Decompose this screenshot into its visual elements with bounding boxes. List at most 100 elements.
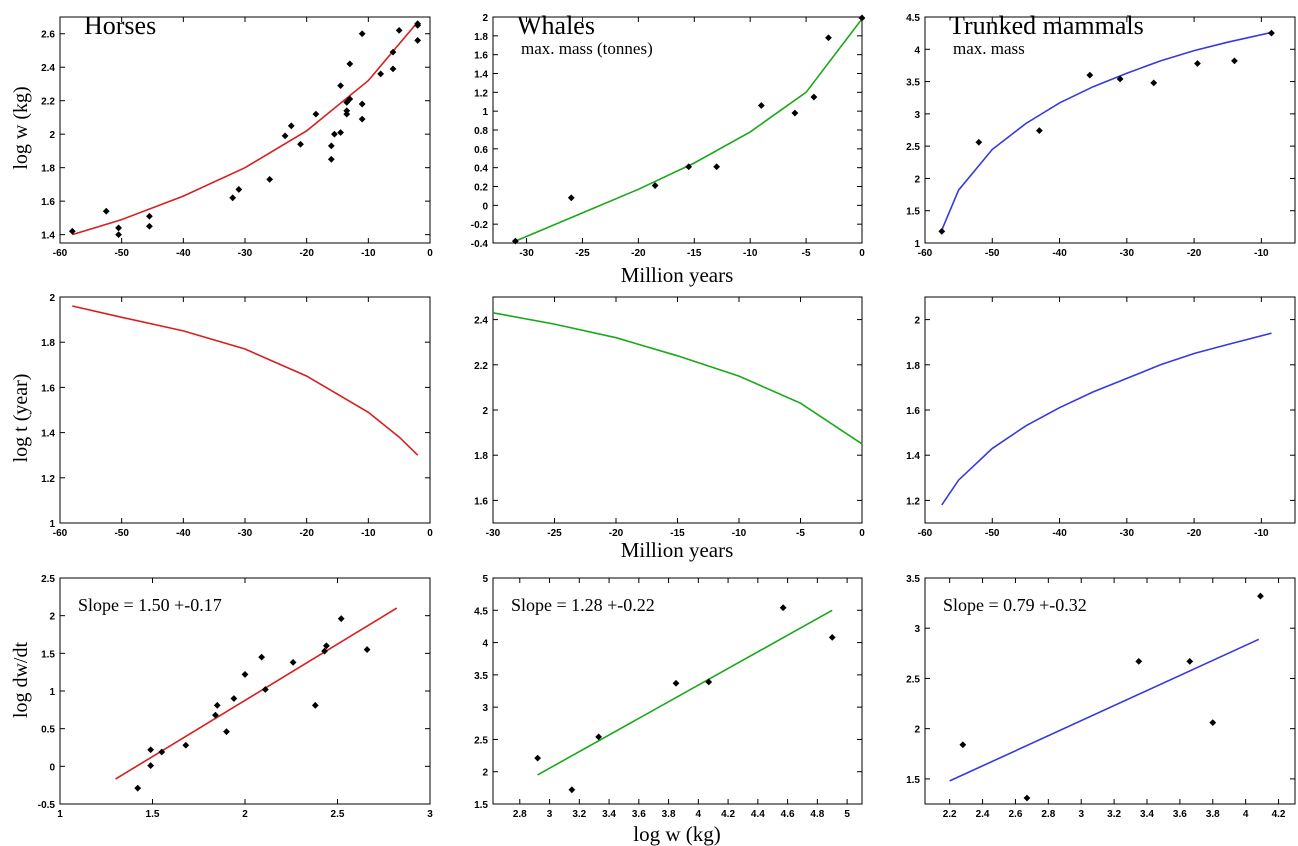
data-point	[230, 695, 238, 702]
x-tick-label: 3.8	[662, 809, 676, 820]
x-tick-label: -40	[1052, 528, 1067, 539]
x-tick-label: -10	[743, 248, 758, 259]
y-tick-label: 2.5	[906, 142, 920, 153]
data-point	[1150, 79, 1158, 87]
data-point	[414, 37, 422, 44]
data-point	[791, 109, 799, 117]
data-point	[312, 110, 320, 118]
x-tick-label: -40	[1052, 248, 1067, 259]
y-tick-label: 0.5	[41, 725, 55, 736]
data-point	[828, 634, 836, 641]
data-point	[337, 82, 344, 90]
plot-frame	[59, 16, 431, 244]
y-tick-label: 2	[482, 406, 488, 417]
y-tick-label: 1.4	[41, 231, 55, 242]
data-point	[1268, 29, 1275, 37]
series-line	[72, 305, 419, 456]
y-tick-label: 1.6	[41, 383, 55, 394]
x-tick-label: -15	[687, 248, 702, 259]
x-tick-label: -10	[1254, 248, 1269, 259]
data-point	[266, 175, 274, 183]
slope-annotation: Slope = 1.28 +-0.22	[511, 595, 655, 615]
y-tick-label: 1	[482, 107, 488, 118]
data-point	[327, 155, 335, 163]
data-point	[212, 711, 219, 719]
x-tick-label: 3.6	[1173, 809, 1187, 820]
y-tick-label: 2	[914, 316, 920, 327]
y-tick-label: 2	[914, 174, 920, 185]
data-point	[297, 140, 304, 148]
x-tick-label: 4	[1243, 809, 1249, 820]
y-tick-label: 2	[914, 725, 920, 736]
data-point	[1116, 75, 1124, 83]
y-tick-label: 2	[482, 13, 488, 24]
y-tick-label: 4	[914, 45, 920, 56]
x-tick-label: -25	[547, 528, 562, 539]
y-tick-label: 1.8	[474, 32, 488, 43]
x-tick-label: -50	[985, 248, 1000, 259]
fit-line	[949, 638, 1260, 782]
x-tick-label: -60	[53, 528, 68, 539]
x-tick-label: -60	[918, 248, 933, 259]
data-point	[595, 733, 603, 741]
y-tick-label: 2	[49, 612, 55, 623]
data-point	[337, 129, 344, 136]
x-tick-label: 4.2	[721, 809, 735, 820]
x-tick-label: 2.6	[1008, 809, 1022, 820]
data-point	[343, 98, 351, 106]
x-tick-label: -10	[1254, 528, 1269, 539]
data-point	[567, 194, 575, 202]
data-point	[223, 728, 230, 736]
data-point	[825, 34, 832, 42]
y-tick-label: 2.5	[906, 674, 920, 685]
y-tick-label: 1.8	[474, 451, 488, 462]
x-tick-label: -15	[670, 528, 685, 539]
x-tick-label: 2.8	[1041, 809, 1055, 820]
data-point	[938, 227, 946, 235]
data-point	[289, 658, 297, 666]
y-tick-label: 3.5	[474, 671, 488, 682]
series-line	[941, 332, 1272, 506]
data-point	[343, 107, 351, 115]
x-tick-label: -20	[1187, 248, 1202, 259]
x-tick-label: 2.8	[513, 809, 527, 820]
y-tick-label: 1.8	[906, 361, 920, 372]
y-tick-label: 3	[482, 703, 488, 714]
x-tick-label: -40	[176, 528, 191, 539]
x-tick-label: 0	[427, 528, 433, 539]
data-point	[568, 786, 576, 794]
y-tick-label: 1.2	[474, 88, 488, 99]
x-tick-label: 3.6	[632, 809, 646, 820]
x-tick-label: -60	[918, 528, 933, 539]
data-point	[229, 194, 237, 202]
x-tick-label: -20	[1187, 528, 1202, 539]
data-point	[1035, 127, 1043, 135]
y-tick-label: 2.2	[41, 97, 55, 108]
x-tick-label: -50	[985, 528, 1000, 539]
y-tick-label: 4.5	[474, 606, 488, 617]
data-point	[358, 100, 366, 108]
panel-2: -30 -25 -20 -15 -10 -5 0 -0.4 -0.2 0 0.2 0.4 0.6 0.8 1…	[471, 11, 866, 259]
data-point	[311, 701, 319, 709]
plot-frame	[924, 577, 1296, 805]
y-tick-label: 5	[482, 574, 488, 585]
x-tick-label: 3.2	[1107, 809, 1121, 820]
x-tick-label: 2.2	[943, 809, 957, 820]
x-tick-label: 3	[427, 809, 433, 820]
data-point	[147, 762, 155, 769]
y-tick-label: 1.5	[906, 775, 920, 786]
panel-title: Trunked mammals	[949, 11, 1144, 40]
data-point	[241, 671, 249, 678]
ylabel-row2: log t (year)	[10, 374, 32, 463]
data-point	[358, 30, 366, 38]
y-tick-label: 0.6	[474, 145, 488, 156]
panel-9: 2.2 2.4 2.6 2.8 3 3.2 3.4 3.6 3.8 4 4.2 1.5 2 2.5 3 3.5…	[906, 574, 1296, 820]
y-tick-label: 2.4	[474, 316, 488, 327]
x-tick-label: 1	[57, 809, 63, 820]
x-tick-label: -30	[486, 528, 501, 539]
slope-annotation: Slope = 1.50 +-0.17	[78, 595, 222, 615]
y-tick-label: 1.8	[41, 338, 55, 349]
x-tick-label: 0	[859, 528, 865, 539]
y-tick-label: 1	[49, 687, 55, 698]
y-tick-label: 0.4	[474, 164, 488, 175]
